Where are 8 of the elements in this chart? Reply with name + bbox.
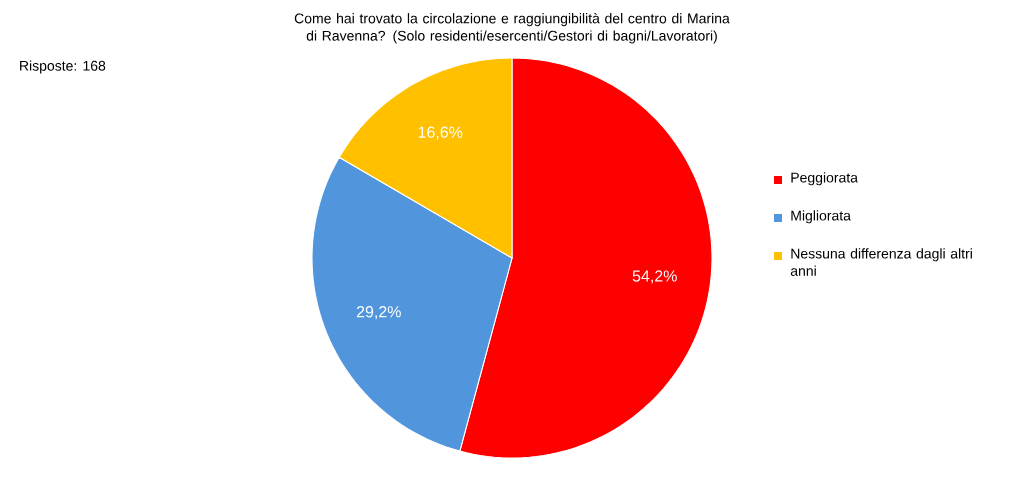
chart-title: Come hai trovato la circolazione e raggiungibilità del centro di Marina di Ravenna? (Solo residenti/esercenti/Gestori di bagni/Lavoratori) [294, 12, 730, 44]
legend-label: Nessuna differenza dagli altri anni [790, 248, 972, 276]
text: Risposte: 168 [20, 60, 106, 74]
data-label: 54,2% [632, 270, 677, 284]
data-label: 16,6% [418, 126, 463, 140]
data-label: 29,2% [356, 306, 401, 320]
legend-label: Peggiorata [791, 172, 858, 186]
legend-label: Migliorata [791, 210, 851, 224]
